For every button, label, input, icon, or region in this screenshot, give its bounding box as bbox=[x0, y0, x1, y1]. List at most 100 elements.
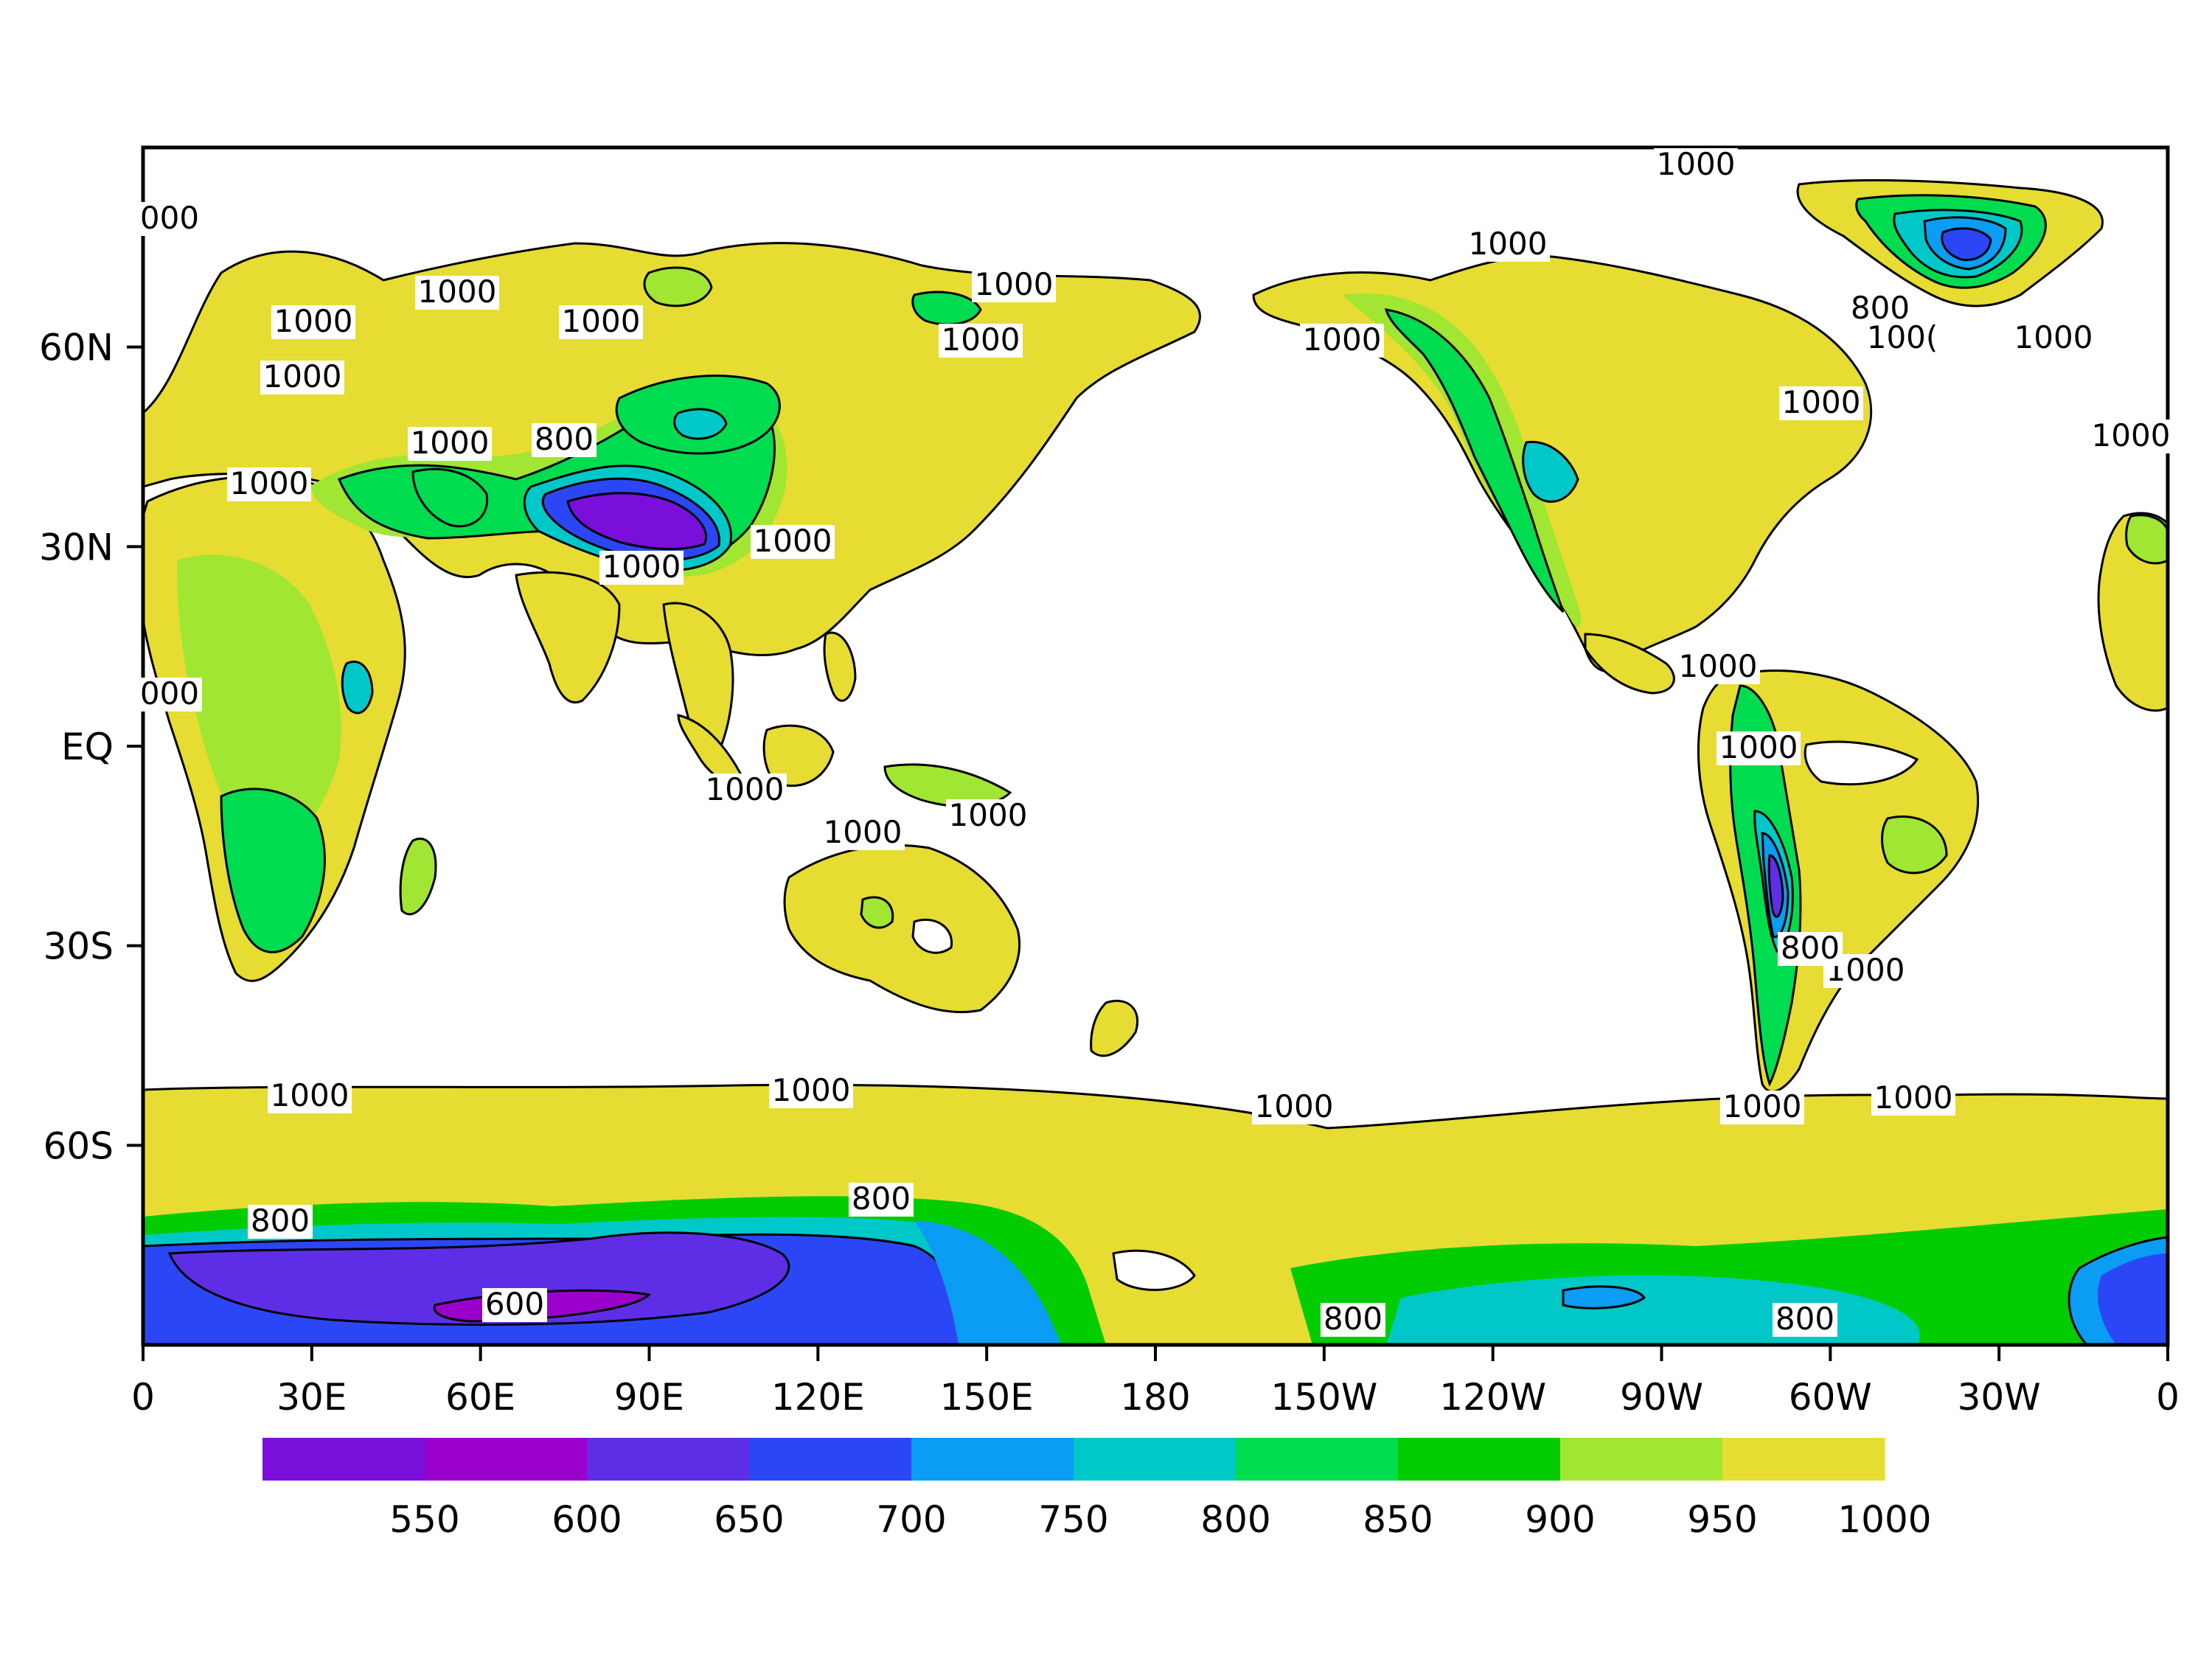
east-siberia-green bbox=[911, 291, 982, 326]
colorbar-swatch bbox=[262, 1438, 425, 1481]
contour-label-bg bbox=[599, 551, 684, 585]
rockies-darkgreen bbox=[1384, 308, 1565, 613]
contour-label-bg bbox=[2089, 420, 2173, 453]
contour-label-bg bbox=[271, 305, 355, 339]
contour-label: 1000 bbox=[1255, 1088, 1334, 1124]
colorbar-label: 950 bbox=[1687, 1498, 1757, 1541]
contour-label: 1000 bbox=[1469, 226, 1548, 262]
contour-label: 1000 bbox=[271, 1077, 349, 1113]
colorbar-swatch bbox=[1560, 1438, 1723, 1481]
colorbar-label: 850 bbox=[1363, 1498, 1433, 1541]
contour-label: 1000 bbox=[411, 425, 490, 461]
contour-label-bg bbox=[1300, 324, 1384, 358]
colorbar-swatch bbox=[1074, 1438, 1237, 1481]
siberia-green bbox=[643, 266, 713, 307]
contour-label: 1000 bbox=[1679, 648, 1758, 684]
contour-label: 1000 bbox=[602, 549, 681, 585]
contour-label: 1000 bbox=[230, 465, 309, 501]
contour-label-bg bbox=[137, 202, 202, 236]
madagascar bbox=[399, 838, 437, 916]
contour-label-bg bbox=[532, 423, 597, 457]
contour-label: 1000 bbox=[274, 303, 353, 339]
x-tick-label: 60E bbox=[445, 1376, 515, 1419]
contour-label: 1000 bbox=[2092, 417, 2171, 453]
contour-label-bg bbox=[408, 427, 492, 461]
contour-label: 1000 bbox=[562, 303, 641, 339]
contour-label: 100( bbox=[1867, 319, 1938, 355]
y-tick-label: EQ bbox=[61, 726, 114, 768]
iran-green bbox=[411, 467, 489, 528]
colorbar-label: 600 bbox=[552, 1498, 622, 1541]
contour-label: 800 bbox=[535, 421, 594, 457]
contour-label: 1000 bbox=[1719, 729, 1798, 765]
colorbar-swatch bbox=[1398, 1438, 1561, 1481]
x-tick-label: 30W bbox=[1958, 1376, 2041, 1419]
borneo bbox=[762, 724, 835, 787]
colorbar-swatch bbox=[911, 1438, 1074, 1481]
x-tick-label: 30E bbox=[276, 1376, 347, 1419]
contour-label-bg bbox=[751, 525, 835, 559]
contour-label-bg bbox=[972, 268, 1056, 302]
y-tick-label: 30N bbox=[39, 526, 114, 568]
new-zealand bbox=[1090, 999, 1139, 1057]
contour-label-bg bbox=[849, 1183, 914, 1217]
contour-label: 000 bbox=[140, 200, 199, 236]
x-tick-label: 0 bbox=[2156, 1376, 2180, 1419]
colorbar-label: 1000 bbox=[1837, 1498, 1931, 1541]
colorbar-label: 700 bbox=[876, 1498, 946, 1541]
australia bbox=[783, 844, 1021, 1014]
colorbar: 550 600 650 700 750 800 850 900 950 1000 bbox=[262, 1438, 1932, 1541]
x-tick-label: 90W bbox=[1620, 1376, 1703, 1419]
contour-label-bg bbox=[248, 1205, 313, 1239]
contour-label: 800 bbox=[1324, 1301, 1382, 1337]
contour-label: 1000 bbox=[1657, 146, 1736, 182]
contour-label: 1000 bbox=[975, 266, 1054, 302]
colorbar-swatch bbox=[1236, 1438, 1399, 1481]
contour-label: 1000 bbox=[824, 814, 902, 850]
contour-label-bg bbox=[227, 467, 311, 501]
x-axis: 0 30E 60E 90E 120E 150E 180 150W 120W 90W 60W 30W 0 bbox=[131, 1345, 2180, 1419]
x-tick-label: 180 bbox=[1120, 1376, 1190, 1419]
contour-label-bg bbox=[1779, 386, 1863, 420]
y-axis: 60N 30N EQ 30S 60S bbox=[39, 327, 143, 1167]
west-africa-green bbox=[2125, 514, 2168, 565]
contour-label-bg bbox=[2011, 321, 2096, 355]
africa-green bbox=[177, 554, 341, 870]
contour-label-bg bbox=[946, 799, 1030, 833]
colorbar-label: 800 bbox=[1200, 1498, 1270, 1541]
contour-label: 1000 bbox=[1723, 1088, 1802, 1124]
africa-south-green bbox=[220, 787, 326, 953]
contour-label-bg bbox=[1252, 1091, 1336, 1124]
colorbar-label: 550 bbox=[389, 1498, 459, 1541]
colorbar-label: 900 bbox=[1525, 1498, 1595, 1541]
x-tick-label: 60W bbox=[1789, 1376, 1872, 1419]
mongolia-teal bbox=[673, 408, 728, 440]
contour-label: 1000 bbox=[949, 797, 1028, 833]
contour-label-bg bbox=[703, 773, 787, 807]
contour-label-bg bbox=[821, 816, 905, 850]
contour-label-bg bbox=[1848, 292, 1913, 326]
antarctica-west-blue-spot bbox=[1562, 1285, 1646, 1310]
philippines bbox=[823, 631, 857, 702]
x-tick-label: 120E bbox=[771, 1376, 865, 1419]
contour-label-bg bbox=[1871, 1082, 1955, 1116]
x-tick-label: 120W bbox=[1439, 1376, 1546, 1419]
contour-label: 800 bbox=[1781, 930, 1840, 966]
x-tick-label: 150W bbox=[1270, 1376, 1377, 1419]
contour-label-bg bbox=[939, 324, 1023, 358]
contour-label: 1000 bbox=[706, 771, 785, 807]
colorbar-label: 750 bbox=[1038, 1498, 1108, 1541]
contour-label-bg bbox=[1466, 228, 1550, 262]
contour-labels: 1000 1000 1000 1000 1000 1000 1000 1000 1000 1000… bbox=[137, 146, 2173, 1337]
contour-label: 1000 bbox=[2014, 319, 2093, 355]
y-tick-label: 60S bbox=[44, 1124, 114, 1167]
contour-label: 1000 bbox=[418, 274, 497, 310]
africa-rift-teal bbox=[341, 661, 374, 714]
contour-label-bg bbox=[137, 678, 202, 712]
contour-label: 000 bbox=[140, 675, 199, 712]
contour-label-bg bbox=[415, 276, 499, 310]
contour-label: 1000 bbox=[942, 321, 1020, 358]
antarctica-mid-blue bbox=[914, 1220, 1062, 1345]
contour-label: 800 bbox=[1851, 290, 1910, 326]
contour-label-bg bbox=[769, 1074, 853, 1108]
